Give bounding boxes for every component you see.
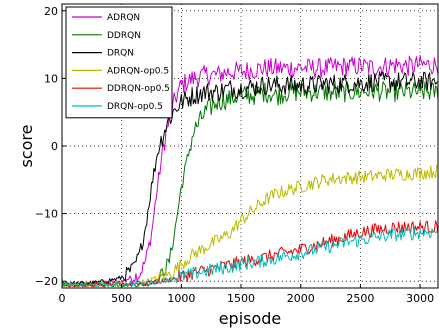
series-lines [61,54,439,288]
series-line-drqn-op0.5 [61,227,439,288]
x-tick-label: 2000 [287,292,315,305]
legend-label: DRQN [107,49,134,59]
legend-label: ADRQN-op0.5 [107,66,169,76]
y-tick-label: 20 [44,5,58,18]
legend-label: DDRQN-op0.5 [107,84,170,94]
x-tick-label: 500 [111,292,132,305]
x-tick-label: 1000 [167,292,195,305]
x-tick-label: 2500 [346,292,374,305]
y-tick-label: −10 [35,208,58,221]
axis-ticks: 0 500 1000 1500 2000 2500 3000 −20 −10 0 10 20 [35,5,434,305]
series-line-drqn [61,71,439,287]
y-axis-label: score [17,125,36,168]
legend-label: DRQN-op0.5 [107,102,163,112]
x-axis-label: episode [219,309,282,328]
x-tick-label: 3000 [406,292,434,305]
legend-label: ADRQN [107,13,140,23]
legend-label: DDRQN [107,31,141,41]
legend: ADRQN DDRQN DRQN ADRQN-op0.5 DDRQN-op0.5 DRQN… [65,6,173,119]
series-line-ddrqn [61,81,439,288]
x-tick-label: 1500 [227,292,255,305]
y-tick-label: −20 [35,275,58,288]
legend-box [65,6,173,119]
x-tick-label: 0 [59,292,66,305]
y-tick-label: 0 [51,140,58,153]
y-tick-label: 10 [44,72,58,85]
series-line-adrqn-op0.5 [62,164,439,288]
